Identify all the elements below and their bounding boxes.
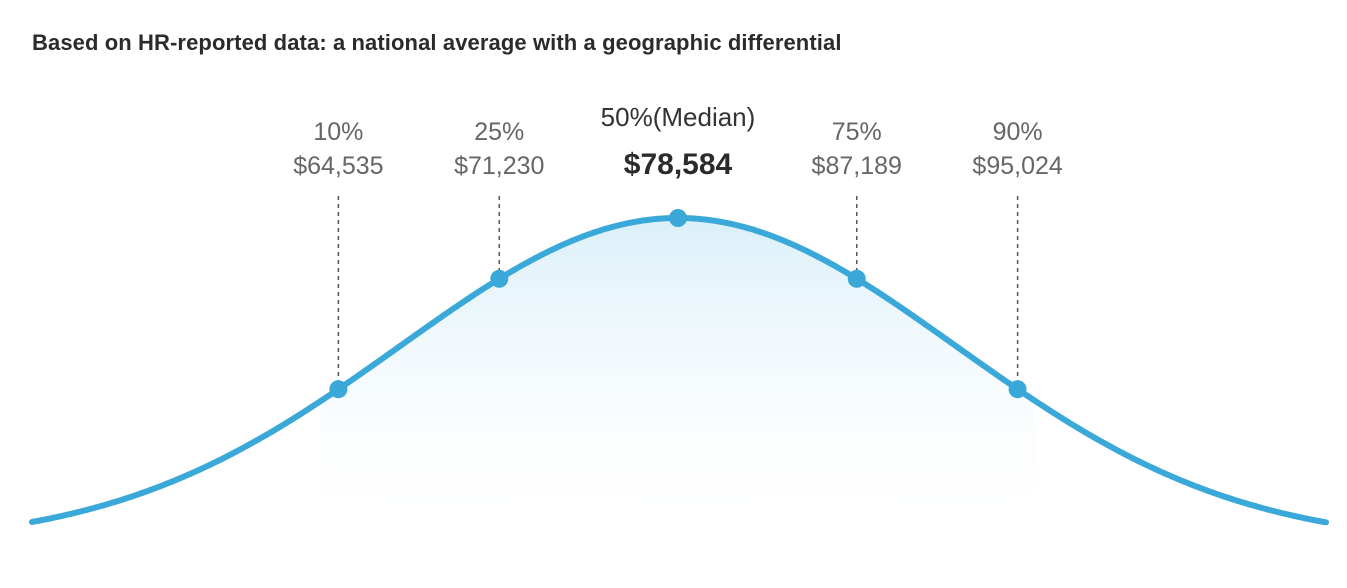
distribution-area (320, 221, 1036, 544)
percentile-marker (490, 269, 509, 288)
median-percentile-label: 50%(Median) (601, 102, 756, 132)
value-label: $87,189 (812, 152, 902, 180)
percentile-label: 10% (313, 118, 363, 146)
percentile-label: 90% (993, 118, 1043, 146)
percentile-marker (329, 380, 348, 399)
chart-title: Based on HR-reported data: a national av… (32, 30, 842, 55)
percentile-marker (669, 209, 687, 227)
percentile-marker (1008, 380, 1027, 399)
percentile-label: 75% (832, 118, 882, 146)
value-label: $71,230 (454, 152, 544, 180)
value-label: $64,535 (293, 152, 383, 180)
value-label: $95,024 (972, 152, 1062, 180)
percentile-marker (847, 269, 866, 288)
percentile-label: 25% (474, 118, 524, 146)
median-value-label: $78,584 (624, 148, 733, 181)
